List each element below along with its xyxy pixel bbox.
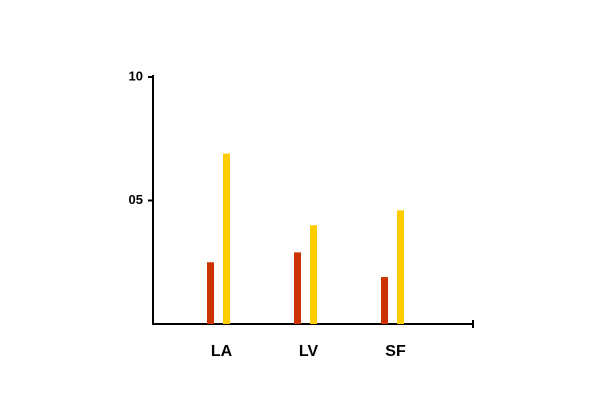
- bar: [381, 277, 388, 324]
- bar: [397, 210, 404, 324]
- bar: [310, 225, 317, 324]
- x-tick-label: LA: [211, 343, 233, 360]
- y-tick-label: 05: [129, 192, 143, 207]
- bar: [223, 153, 230, 324]
- bar: [294, 252, 301, 324]
- bar: [207, 262, 214, 324]
- x-tick-label: SF: [385, 343, 406, 360]
- y-tick-label: 10: [129, 68, 143, 83]
- x-tick-label: LV: [299, 343, 319, 360]
